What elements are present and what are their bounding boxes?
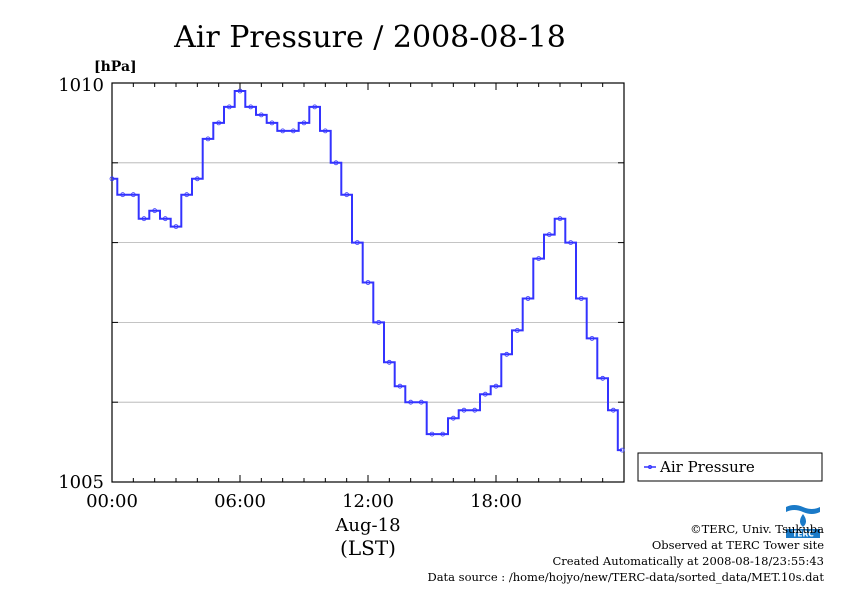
legend: Air Pressure [637, 452, 823, 482]
x-tick-label-1800: 18:00 [470, 491, 522, 512]
chart-title: Air Pressure / 2008-08-18 [173, 20, 566, 55]
observed-text: Observed at TERC Tower site [651, 538, 824, 552]
logo-text: TERC [792, 530, 814, 539]
y-tick-label-bottom: 1005 [58, 472, 104, 493]
legend-marker [648, 465, 652, 469]
gridlines [112, 162, 624, 403]
x-axis-unit: (LST) [340, 536, 396, 560]
source-text: Data source : /home/hojyo/new/TERC-data/… [427, 570, 824, 584]
created-text: Created Automatically at 2008-08-18/23:5… [552, 554, 825, 568]
y-axis-label: [hPa] [94, 59, 137, 75]
terc-logo-icon: TERC [784, 503, 822, 539]
footer-info: ©TERC, Univ. Tsukuba Observed at TERC To… [427, 521, 824, 585]
series-line [112, 90, 623, 452]
x-tick-label-1200: 12:00 [342, 491, 394, 512]
axis-ticks [111, 82, 625, 483]
x-tick-label-0600: 06:00 [214, 491, 266, 512]
series-points [109, 88, 625, 453]
legend-label: Air Pressure [659, 458, 755, 476]
legend-box [637, 452, 823, 482]
x-axis-label: Aug-18 [334, 515, 400, 536]
x-tick-label-0000: 00:00 [86, 491, 138, 512]
y-tick-label-top: 1010 [58, 75, 104, 96]
copyright-text: ©TERC, Univ. Tsukuba [690, 522, 824, 536]
